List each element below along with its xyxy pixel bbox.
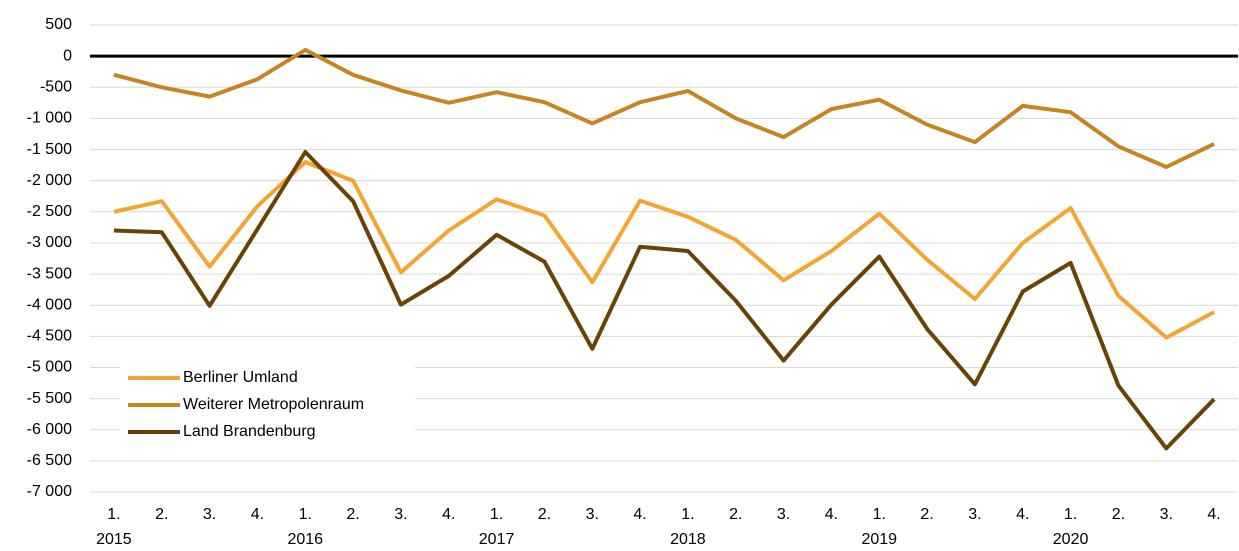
year-label: 2020 [1053,531,1089,548]
y-tick-label: -1 500 [27,141,72,158]
x-tick-label: 3. [968,506,981,523]
y-tick-label: -7 000 [27,483,72,500]
x-tick-label: 4. [633,506,646,523]
y-tick-label: -1 000 [27,110,72,127]
x-tick-label: 4. [251,506,264,523]
x-tick-label: 1. [1064,506,1077,523]
x-tick-label: 1. [681,506,694,523]
year-label: 2018 [670,531,706,548]
x-tick-label: 2. [538,506,551,523]
x-tick-label: 2. [1112,506,1125,523]
y-tick-label: -500 [40,78,72,95]
y-tick-label: -5 500 [27,390,72,407]
x-tick-label: 4. [1016,506,1029,523]
year-label: 2017 [479,531,515,548]
x-tick-label: 3. [586,506,599,523]
y-tick-label: 500 [45,16,72,33]
x-tick-label: 4. [1207,506,1220,523]
x-tick-label: 2. [729,506,742,523]
legend-label: Berliner Umland [183,369,298,386]
x-tick-label: 4. [825,506,838,523]
y-tick-label: -4 000 [27,296,72,313]
y-tick-label: -6 000 [27,421,72,438]
y-tick-label: -2 000 [27,172,72,189]
x-tick-label: 3. [394,506,407,523]
x-tick-label: 1. [107,506,120,523]
x-tick-label: 1. [490,506,503,523]
year-label: 2015 [96,531,132,548]
x-tick-label: 4. [442,506,455,523]
legend-label: Weiterer Metropolenraum [183,396,364,413]
y-tick-label: -4 500 [27,328,72,345]
series-line [113,47,1215,169]
x-tick-label: 2. [920,506,933,523]
x-tick-label: 3. [777,506,790,523]
x-tick-label: 1. [299,506,312,523]
legend-label: Land Brandenburg [183,423,316,440]
year-label: 2016 [287,531,323,548]
y-tick-label: 0 [63,47,72,64]
year-label: 2019 [861,531,897,548]
y-tick-label: -3 500 [27,265,72,282]
series-line [113,150,1216,451]
series-line [113,160,1216,340]
x-tick-label: 3. [203,506,216,523]
x-tick-label: 3. [1160,506,1173,523]
x-tick-label: 2. [155,506,168,523]
y-tick-label: -3 000 [27,234,72,251]
y-tick-label: -2 500 [27,203,72,220]
x-tick-label: 2. [346,506,359,523]
y-tick-label: -6 500 [27,452,72,469]
y-tick-label: -5 000 [27,359,72,376]
x-tick-label: 1. [873,506,886,523]
